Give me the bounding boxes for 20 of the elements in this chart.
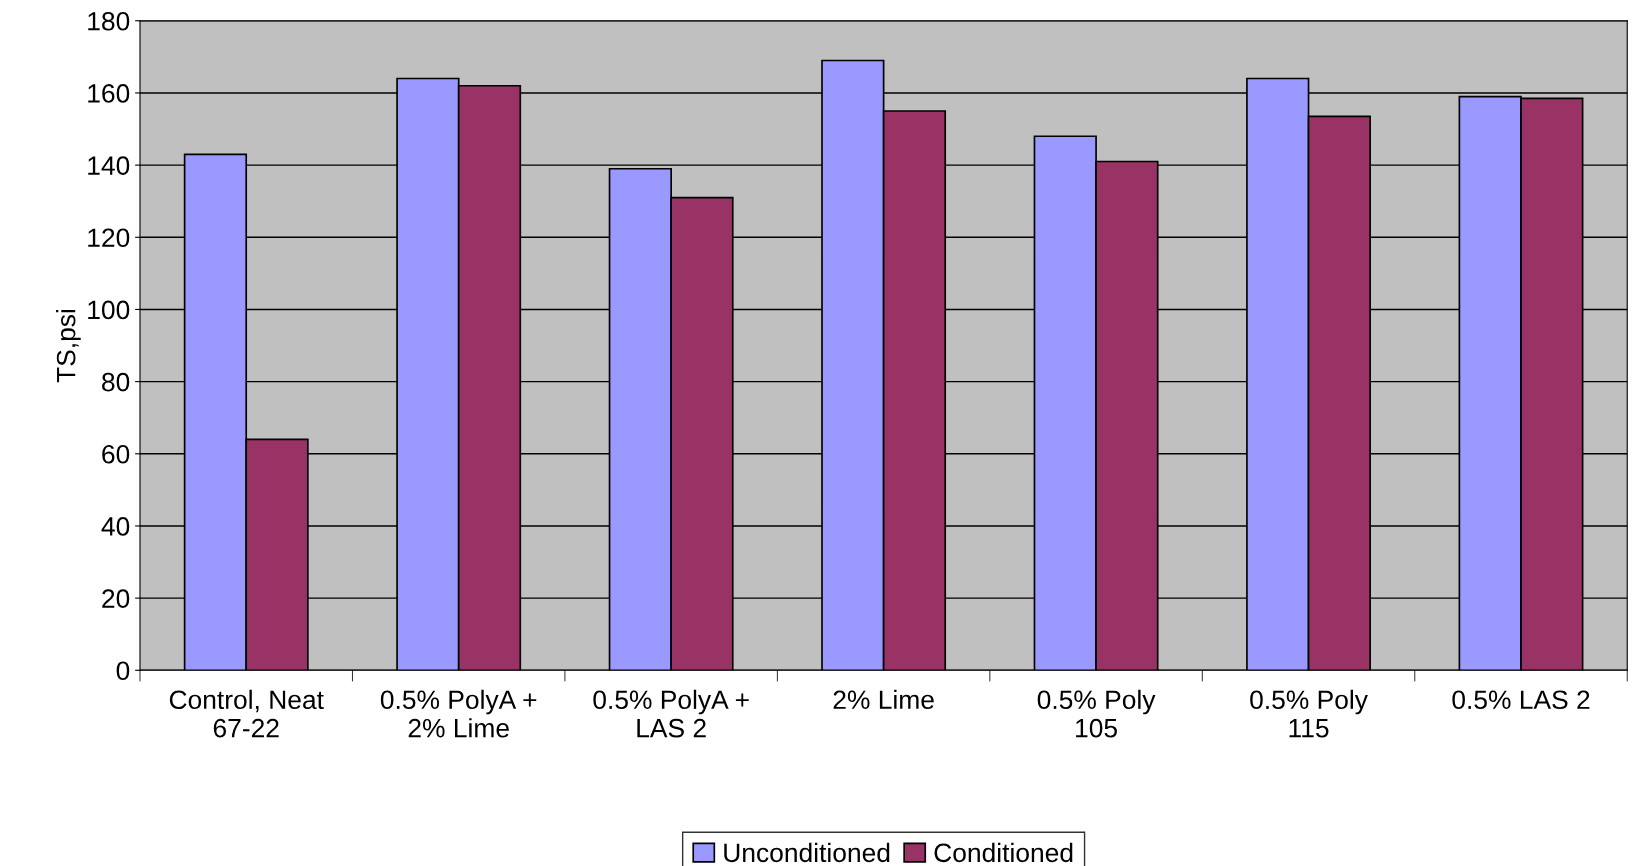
y-tick-label: 100 [88, 300, 130, 320]
y-tick-label: 180 [88, 11, 130, 31]
y-tick-label: 60 [102, 444, 130, 464]
y-tick-label: 20 [102, 589, 130, 608]
y-tick-label: 120 [88, 228, 130, 248]
y-tick-label: 0 [116, 661, 130, 681]
y-tick-label: 40 [101, 517, 130, 536]
x-tick-label: 0.5% PolyA + 2% Lime [380, 689, 537, 738]
y-tick-label: 160 [88, 84, 130, 103]
legend-label: Conditioned [934, 842, 1073, 863]
legend-label: Unconditioned [724, 842, 890, 863]
x-tick-label: Control, Neat 67-22 [169, 689, 324, 738]
y-tick-label: 140 [88, 156, 130, 175]
x-tick-label: 0.5% LAS 2 [1452, 690, 1590, 710]
x-tick-label: 0.5% Poly 115 [1250, 689, 1368, 738]
x-tick-label: 0.5% Poly 105 [1037, 689, 1156, 738]
x-tick-label: 2% Lime [833, 689, 934, 710]
x-tick-label: 0.5% PolyA + LAS 2 [593, 689, 749, 738]
y-axis-title: TS,psi [56, 309, 81, 383]
y-tick-label: 80 [102, 372, 130, 392]
